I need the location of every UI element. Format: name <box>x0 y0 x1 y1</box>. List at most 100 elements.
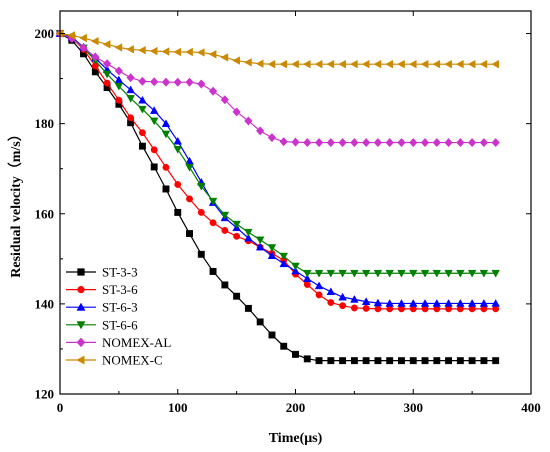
legend-label: ST-3-3 <box>102 265 138 280</box>
data-point <box>161 47 170 56</box>
data-point <box>420 137 430 148</box>
y-tick-label: 180 <box>35 116 55 131</box>
data-point <box>126 85 135 94</box>
data-point <box>149 117 159 126</box>
data-point <box>173 77 182 87</box>
data-point <box>196 48 205 57</box>
data-point <box>221 226 229 234</box>
data-point <box>361 137 371 148</box>
data-point <box>114 66 124 76</box>
data-point <box>244 58 252 67</box>
data-point <box>444 299 453 307</box>
data-point <box>456 357 464 365</box>
data-point <box>186 230 193 238</box>
data-point <box>315 291 323 299</box>
x-tick-label: 400 <box>521 400 541 415</box>
x-axis-title: Time(μs) <box>269 431 323 446</box>
data-point <box>479 59 488 69</box>
legend-marker <box>77 268 85 276</box>
data-point <box>397 137 406 148</box>
data-point <box>138 76 147 86</box>
data-point <box>138 95 147 104</box>
data-point <box>256 318 264 326</box>
data-point <box>456 299 465 307</box>
data-point <box>350 295 359 303</box>
data-point <box>373 298 383 307</box>
x-tick-label: 0 <box>57 400 64 415</box>
data-point <box>315 357 323 365</box>
legend-item: ST-6-3 <box>66 300 138 315</box>
data-point <box>127 114 135 122</box>
data-point <box>292 350 299 358</box>
legend-marker <box>76 321 86 330</box>
data-point <box>467 59 476 69</box>
data-point <box>255 126 265 136</box>
data-point <box>150 163 158 171</box>
data-point <box>326 269 336 278</box>
data-point <box>408 59 417 69</box>
data-point <box>432 299 442 307</box>
data-point <box>267 244 277 252</box>
data-point <box>67 31 76 40</box>
data-point <box>162 185 170 193</box>
data-point <box>420 299 430 307</box>
series-layer <box>55 28 500 365</box>
data-point <box>350 269 359 278</box>
data-point <box>326 59 335 69</box>
data-point <box>385 59 394 69</box>
data-point <box>244 116 253 126</box>
data-point <box>385 299 394 307</box>
data-point <box>361 297 371 305</box>
data-point <box>173 136 183 145</box>
data-point <box>350 137 359 148</box>
data-point <box>303 281 311 288</box>
data-point <box>138 129 146 137</box>
data-point <box>361 59 370 69</box>
x-tick-label: 200 <box>286 400 306 415</box>
data-point <box>338 269 347 278</box>
series-line <box>59 32 496 65</box>
series-st-6-6 <box>55 30 500 278</box>
data-point <box>444 269 453 278</box>
data-point <box>291 137 300 147</box>
legend-label: NOMEX-AL <box>102 335 171 350</box>
data-point <box>339 357 347 365</box>
data-point <box>314 137 324 148</box>
data-point <box>126 95 135 103</box>
data-point <box>374 305 382 313</box>
data-point <box>197 182 206 191</box>
data-point <box>420 269 430 278</box>
legend-label: ST-6-3 <box>102 300 138 315</box>
data-point <box>115 96 123 104</box>
data-point <box>149 46 158 56</box>
legend-item: ST-3-3 <box>66 265 138 280</box>
series-st-3-3 <box>56 30 500 365</box>
data-point <box>408 299 418 307</box>
data-point <box>197 208 205 216</box>
data-point <box>338 59 346 69</box>
data-point <box>467 269 477 278</box>
data-point <box>232 107 241 117</box>
series-nomex-al <box>55 28 500 148</box>
data-point <box>432 137 441 148</box>
data-point <box>197 79 206 89</box>
data-point <box>397 299 406 307</box>
data-point <box>79 43 88 53</box>
y-axis-title: Residual velocity（m/s） <box>8 127 24 278</box>
data-point <box>314 281 324 290</box>
data-point <box>338 292 347 301</box>
data-point <box>373 137 383 148</box>
legend-marker <box>76 302 86 311</box>
legend-item: NOMEX-AL <box>66 335 171 350</box>
legend: ST-3-3 ST-3-6 ST-6-3 ST-6-6 NOMEX-AL NOMEX-C <box>66 265 171 368</box>
data-point <box>208 197 218 206</box>
data-point <box>432 59 441 69</box>
data-point <box>221 281 229 289</box>
data-point <box>150 77 159 87</box>
data-point <box>303 274 312 282</box>
data-point <box>149 106 159 114</box>
data-point <box>303 137 312 148</box>
data-point <box>326 287 336 296</box>
data-point <box>255 59 264 68</box>
